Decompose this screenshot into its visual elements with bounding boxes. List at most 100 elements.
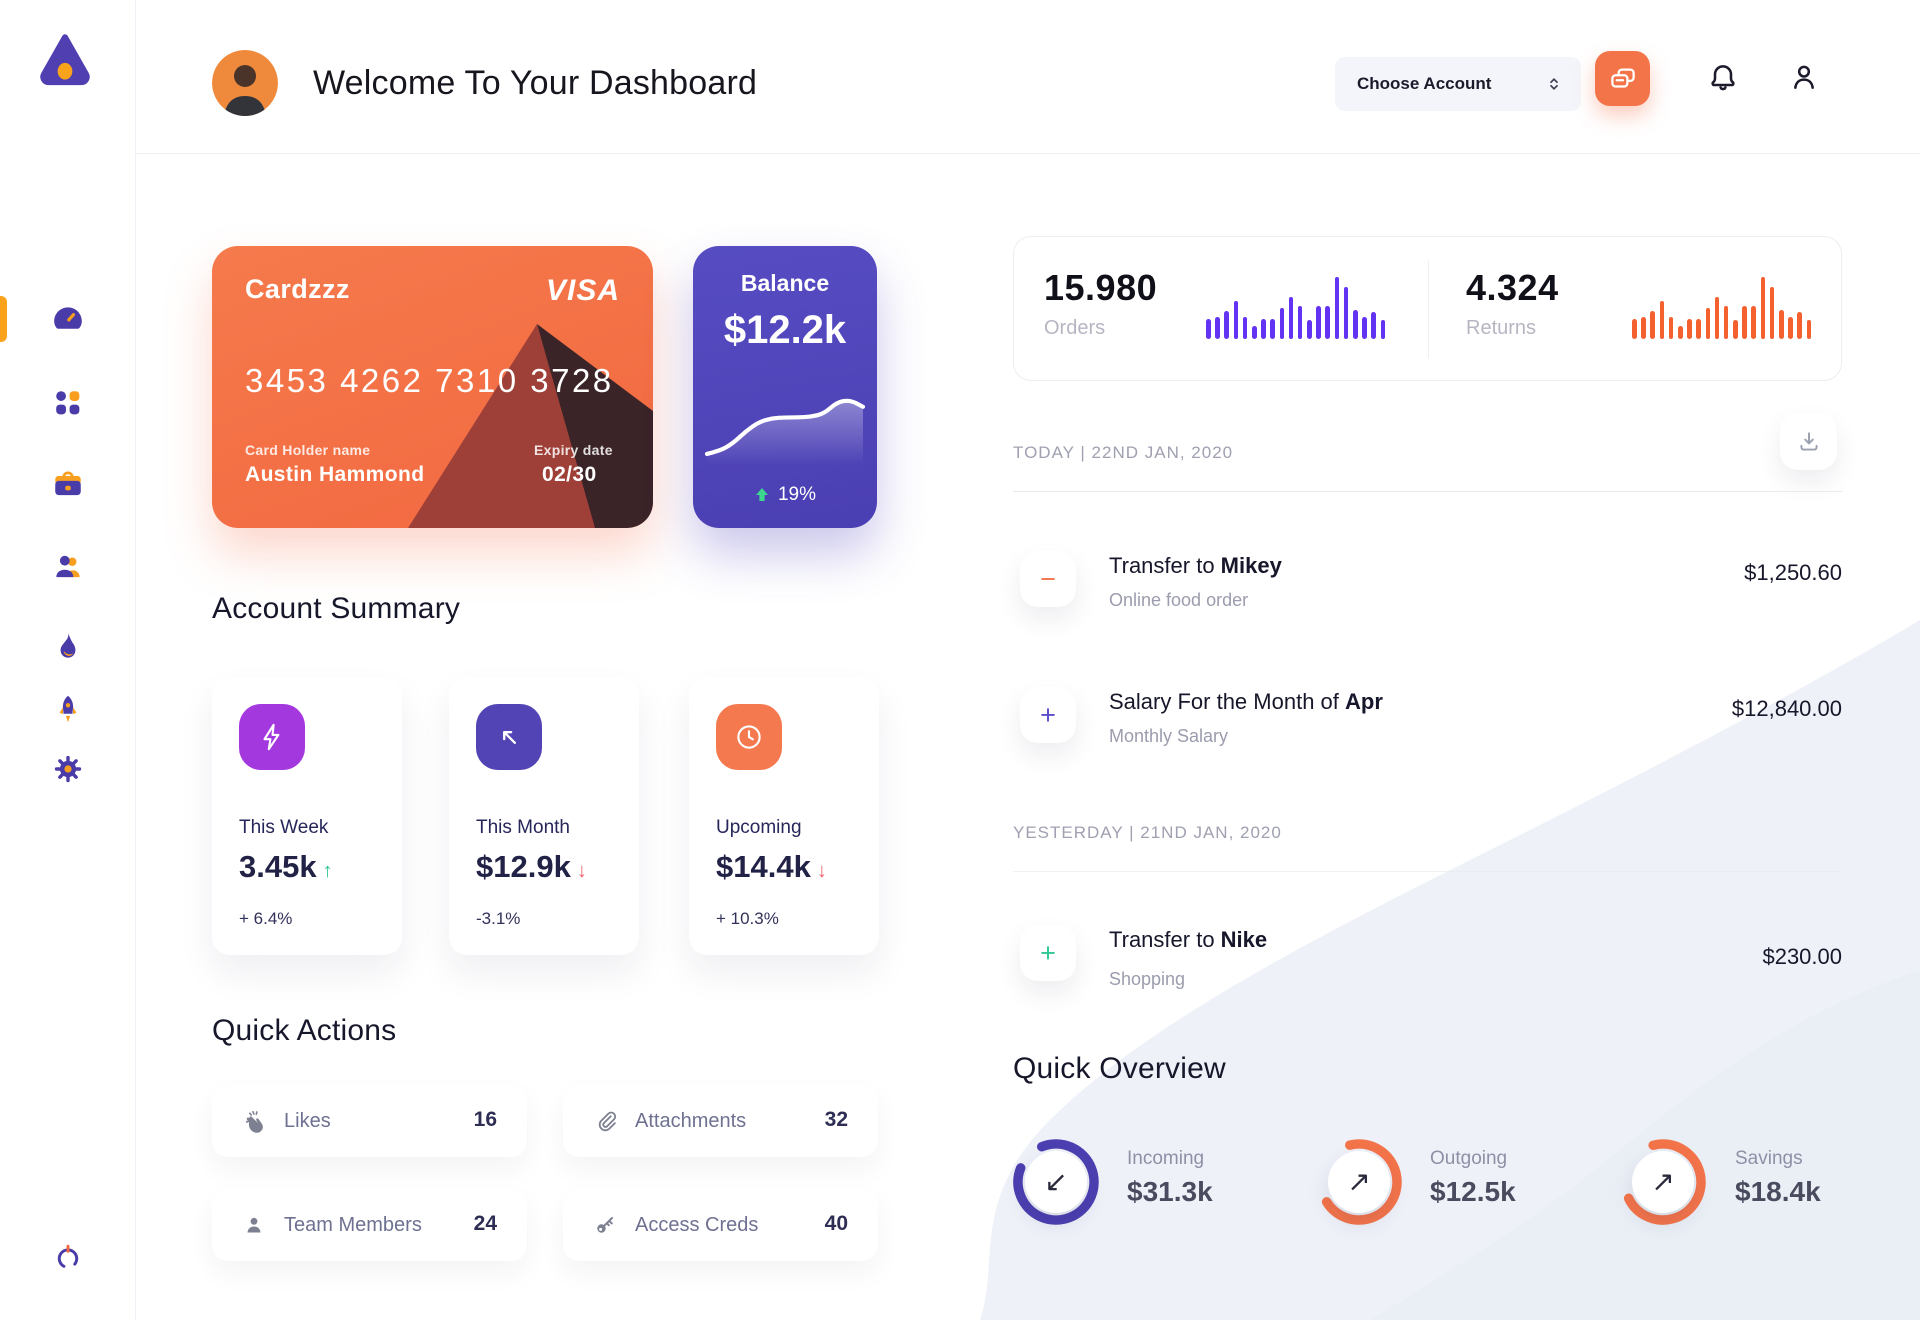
arrow-up-right-icon: ↗ <box>1347 1165 1371 1198</box>
gear-icon <box>54 755 81 783</box>
overview-label: Incoming <box>1127 1148 1205 1169</box>
transaction-amount: $1,250.60 <box>1744 560 1842 585</box>
sidebar-item-apps[interactable] <box>0 380 135 426</box>
summary-value: $14.4k ↓ <box>716 849 827 884</box>
stats-panel: 15.980 Orders 4.324 Returns <box>1013 236 1842 381</box>
quick-action-label: Access Creds <box>635 1214 759 1236</box>
sidebar <box>0 0 136 1320</box>
quick-action-count: 16 <box>473 1108 497 1131</box>
returns-value: 4.324 <box>1466 267 1559 308</box>
arrow-up-right-icon: ↗ <box>1651 1165 1675 1198</box>
sidebar-item-launch[interactable] <box>0 686 135 732</box>
returns-bar-chart <box>1632 277 1812 339</box>
trend-arrow: ↓ <box>576 860 587 882</box>
sidebar-item-activity[interactable] <box>0 623 135 669</box>
zap-icon <box>239 704 305 770</box>
card-name: Cardzzz <box>245 274 350 304</box>
summary-value: 3.45k ↑ <box>239 849 333 884</box>
quick-action-count: 32 <box>824 1108 848 1131</box>
credit-card[interactable]: Cardzzz VISA 3453 4262 7310 3728 Card Ho… <box>212 246 653 528</box>
account-select-label: Choose Account <box>1357 74 1492 93</box>
member-icon <box>247 1217 261 1233</box>
sidebar-item-team[interactable] <box>0 543 135 589</box>
summary-percent: + 10.3% <box>716 909 779 928</box>
account-select[interactable]: Choose Account <box>1335 57 1581 111</box>
select-chevrons-icon <box>1550 78 1558 90</box>
bell-icon <box>1711 65 1735 91</box>
quick-overview-heading: Quick Overview <box>1013 1052 1226 1085</box>
quick-action-count: 40 <box>824 1212 848 1235</box>
messages-button[interactable] <box>1595 51 1650 106</box>
trend-arrow: ↓ <box>816 860 827 882</box>
balance-card[interactable]: Balance $12.2k 19% <box>693 246 877 528</box>
overview-value: $31.3k <box>1127 1176 1213 1207</box>
summary-label: This Month <box>476 817 570 838</box>
savings-gauge: ↗ <box>1615 1134 1711 1230</box>
clap-icon <box>246 1111 263 1133</box>
quick-action-attachments[interactable]: Attachments 32 <box>563 1085 878 1157</box>
dashboard-icon <box>53 307 82 329</box>
trend-arrow: ↑ <box>322 860 333 882</box>
account-summary-heading: Account Summary <box>212 592 461 625</box>
notifications-button[interactable] <box>1707 61 1739 93</box>
profile-button[interactable] <box>1788 61 1820 93</box>
quick-action-count: 24 <box>473 1212 497 1235</box>
transaction-amount: $230.00 <box>1762 944 1842 969</box>
quick-action-access-creds[interactable]: Access Creds 40 <box>563 1189 878 1261</box>
trend-up-icon <box>755 488 768 501</box>
page-title: Welcome To Your Dashboard <box>313 64 758 102</box>
sidebar-item-settings[interactable] <box>0 746 135 792</box>
visa-logo: VISA <box>545 274 620 307</box>
logout-button[interactable] <box>0 1237 135 1277</box>
orders-value: 15.980 <box>1044 267 1158 308</box>
logo-triangle <box>40 34 90 86</box>
balance-sparkline <box>704 398 866 466</box>
outgoing-gauge: ↗ <box>1311 1134 1407 1230</box>
transaction-row[interactable]: Salary For the Month of Apr Monthly Sala… <box>1109 689 1383 746</box>
quick-action-likes[interactable]: Likes 16 <box>212 1085 527 1157</box>
overview-value: $18.4k <box>1735 1176 1821 1207</box>
quick-action-team-members[interactable]: Team Members 24 <box>212 1189 527 1261</box>
balance-value: $12.2k <box>723 308 847 352</box>
quick-action-label: Likes <box>284 1110 331 1132</box>
rocket-icon <box>59 695 76 723</box>
overview-label: Outgoing <box>1430 1148 1508 1169</box>
divider <box>1013 871 1842 872</box>
balance-change-value: 19% <box>777 484 817 505</box>
briefcase-icon <box>54 471 81 496</box>
user-avatar[interactable] <box>212 50 278 116</box>
apps-grid-icon <box>55 391 79 415</box>
download-button[interactable] <box>1780 413 1837 470</box>
balance-change: 19% <box>693 484 877 506</box>
paperclip-icon <box>598 1111 617 1132</box>
transaction-sign-plus-icon: + <box>1020 925 1076 981</box>
chat-icon <box>1610 68 1635 88</box>
download-icon <box>1799 431 1818 451</box>
summary-percent: -3.1% <box>476 909 521 928</box>
summary-card-this-week[interactable]: This Week 3.45k ↑ + 6.4% <box>212 677 402 955</box>
header: Welcome To Your Dashboard Choose Account <box>135 0 1920 154</box>
card-number: 3453 4262 7310 3728 <box>245 362 614 399</box>
stats-divider <box>1428 261 1429 358</box>
sidebar-item-projects[interactable] <box>0 461 135 507</box>
returns-label: Returns <box>1466 317 1537 339</box>
transaction-sign-minus-icon: − <box>1020 551 1076 607</box>
card-art-triangles <box>408 324 653 528</box>
arrow-up-left-icon <box>476 704 542 770</box>
summary-percent: + 6.4% <box>239 909 293 928</box>
summary-card-this-month[interactable]: This Month $12.9k ↓ -3.1% <box>449 677 639 955</box>
transaction-row[interactable]: Transfer to Mikey Online food order <box>1109 553 1282 610</box>
card-holder-name: Austin Hammond <box>245 463 425 486</box>
sidebar-item-dashboard[interactable] <box>0 296 135 342</box>
users-icon <box>55 555 80 578</box>
transaction-row[interactable]: Transfer to Nike Shopping <box>1109 927 1268 989</box>
key-icon <box>597 1217 613 1233</box>
app-logo[interactable] <box>33 30 97 94</box>
incoming-gauge: ↙ <box>1008 1134 1104 1230</box>
active-indicator <box>0 296 7 342</box>
date-group-today: TODAY | 22ND JAN, 2020 <box>1013 443 1234 462</box>
arrow-down-left-icon: ↙ <box>1044 1165 1068 1198</box>
summary-card-upcoming[interactable]: Upcoming $14.4k ↓ + 10.3% <box>689 677 879 955</box>
quick-action-label: Attachments <box>635 1110 747 1132</box>
